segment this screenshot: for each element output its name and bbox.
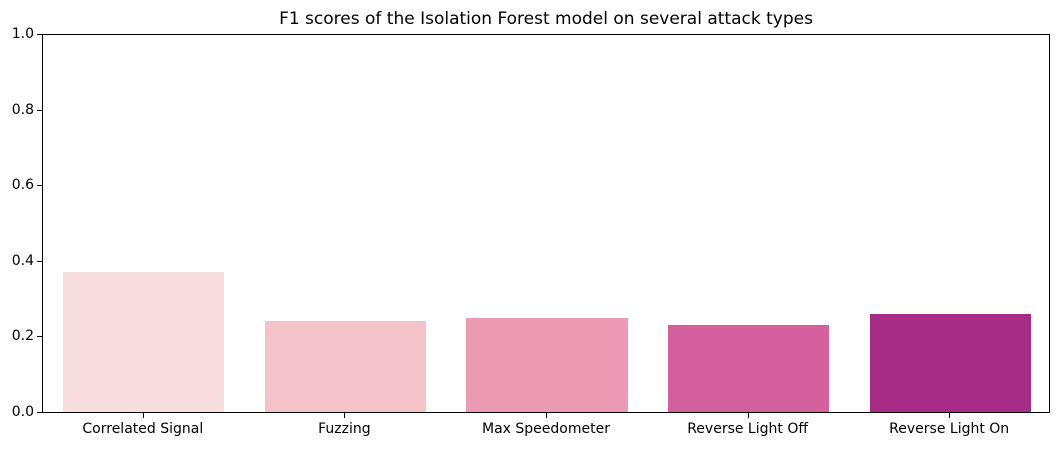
y-tick-label: 0.0 — [11, 404, 34, 420]
x-tick-mark — [344, 413, 346, 418]
x-tick-label-correlated-signal: Correlated Signal — [82, 421, 204, 437]
y-tick-label: 1.0 — [11, 26, 34, 42]
bar-reverse-light-off — [667, 325, 830, 412]
bar-fuzzing — [264, 321, 427, 412]
x-tick-label-reverse-light-on: Reverse Light On — [889, 421, 1010, 437]
y-tick-mark — [37, 185, 42, 187]
y-tick-label: 0.4 — [11, 252, 34, 269]
y-tick-mark — [37, 336, 42, 338]
bar-correlated-signal — [63, 272, 225, 412]
x-tick-mark — [949, 413, 951, 418]
x-tick-label-max-speedometer: Max Speedometer — [482, 421, 610, 437]
y-tick-label: 0.2 — [11, 328, 34, 345]
y-tick-mark — [37, 34, 42, 35]
y-tick-label: 0.8 — [11, 101, 34, 118]
y-tick-mark — [37, 412, 42, 413]
y-tick-label: 0.6 — [11, 177, 34, 194]
bar-max-speedometer — [466, 317, 628, 412]
y-tick-mark — [37, 109, 42, 111]
x-tick-mark — [747, 413, 749, 418]
plot-area — [42, 34, 1050, 413]
chart-title: F1 scores of the Isolation Forest model … — [279, 9, 813, 29]
x-tick-mark — [142, 413, 144, 418]
x-tick-label-reverse-light-off: Reverse Light Off — [687, 421, 808, 437]
y-tick-mark — [37, 260, 42, 262]
x-tick-mark — [546, 413, 547, 418]
x-tick-label-fuzzing: Fuzzing — [318, 421, 371, 437]
bar-reverse-light-on — [869, 313, 1031, 412]
